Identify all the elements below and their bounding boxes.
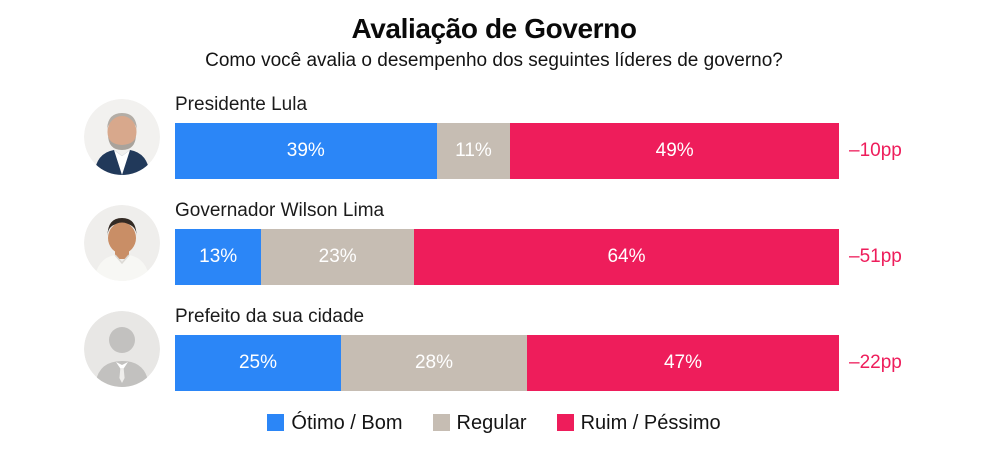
bar-segment-positive: 39% [175, 123, 437, 180]
stacked-bar: 25% 28% 47% [175, 335, 839, 392]
legend-label: Ruim / Péssimo [580, 411, 721, 434]
row-label: Presidente Lula [175, 94, 308, 116]
legend-swatch-negative [556, 414, 574, 432]
bar-segment-negative: 47% [526, 335, 839, 392]
row-label: Governador Wilson Lima [175, 200, 385, 222]
bar-segment-positive: 25% [175, 335, 341, 392]
evaluation-row-governador-wilson-lima: Governador Wilson Lima 13% 23% 64% –51pp [0, 201, 988, 286]
page-subtitle: Como você avalia o desempenho dos seguin… [205, 50, 783, 72]
bar-segment-negative: 64% [414, 229, 839, 286]
person-silhouette-icon [84, 311, 160, 388]
bar-segment-positive: 13% [175, 229, 262, 286]
stacked-bar: 39% 11% 49% [175, 123, 839, 180]
evaluation-row-presidente-lula: Presidente Lula 39% 11% 49% –10pp [0, 95, 988, 180]
bar-segment-neutral: 28% [341, 335, 527, 392]
generic-person-avatar [84, 311, 160, 388]
wilson-lima-photo-avatar [84, 205, 160, 282]
chart-header: Avaliação de Governo Como você avalia o … [0, 0, 988, 73]
legend-swatch-neutral [432, 414, 450, 432]
legend-swatch-positive [267, 414, 285, 432]
net-difference-label: –22pp [849, 352, 902, 374]
evaluation-rows: Presidente Lula 39% 11% 49% –10pp [0, 95, 988, 392]
lula-photo-avatar [84, 99, 160, 176]
legend-label: Ótimo / Bom [291, 411, 403, 434]
row-label: Prefeito da sua cidade [175, 306, 365, 328]
page-title: Avaliação de Governo [351, 13, 637, 44]
legend-item-otimo-bom: Ótimo / Bom [267, 411, 403, 434]
chart-legend: Ótimo / Bom Regular Ruim / Péssimo [0, 413, 988, 433]
person-portrait-icon [84, 205, 160, 282]
bar-segment-negative: 49% [510, 123, 839, 180]
net-difference-label: –51pp [849, 246, 902, 268]
legend-label: Regular [456, 411, 527, 434]
evaluation-row-prefeito: Prefeito da sua cidade 25% 28% 47% –22pp [0, 307, 988, 392]
bar-segment-neutral: 23% [261, 229, 415, 286]
legend-item-ruim-pessimo: Ruim / Péssimo [556, 411, 721, 434]
net-difference-label: –10pp [849, 140, 902, 162]
stacked-bar: 13% 23% 64% [175, 229, 839, 286]
bar-segment-neutral: 11% [436, 123, 511, 180]
person-portrait-icon [84, 99, 160, 176]
legend-item-regular: Regular [432, 411, 527, 434]
